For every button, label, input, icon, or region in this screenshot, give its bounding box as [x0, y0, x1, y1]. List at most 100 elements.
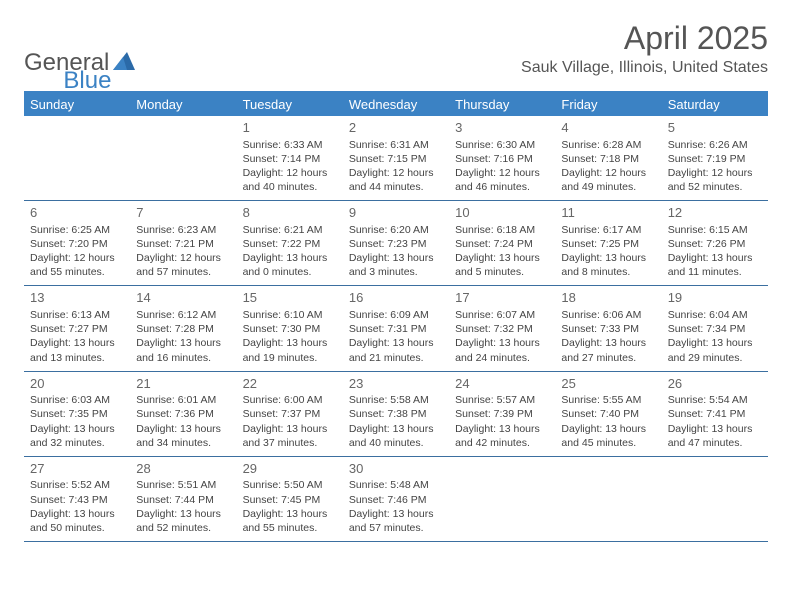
sunset-line: Sunset: 7:16 PM — [455, 152, 549, 166]
header: General Blue April 2025 Sauk Village, Il… — [24, 20, 768, 77]
calendar-cell: 6Sunrise: 6:25 AMSunset: 7:20 PMDaylight… — [24, 201, 130, 285]
calendar-cell-empty — [24, 116, 130, 200]
day-header: Monday — [130, 93, 236, 116]
sunrise-line: Sunrise: 6:06 AM — [561, 308, 655, 322]
day-number: 2 — [349, 119, 443, 137]
calendar-week: 6Sunrise: 6:25 AMSunset: 7:20 PMDaylight… — [24, 201, 768, 286]
sunrise-line: Sunrise: 5:52 AM — [30, 478, 124, 492]
day-number: 16 — [349, 289, 443, 307]
day-number: 29 — [243, 460, 337, 478]
calendar-cell: 15Sunrise: 6:10 AMSunset: 7:30 PMDayligh… — [237, 286, 343, 370]
day-number: 27 — [30, 460, 124, 478]
sunrise-line: Sunrise: 6:23 AM — [136, 223, 230, 237]
sunrise-line: Sunrise: 6:33 AM — [243, 138, 337, 152]
sunrise-line: Sunrise: 6:28 AM — [561, 138, 655, 152]
day-header: Thursday — [449, 93, 555, 116]
calendar-cell: 21Sunrise: 6:01 AMSunset: 7:36 PMDayligh… — [130, 372, 236, 456]
day-header: Saturday — [662, 93, 768, 116]
day-number: 25 — [561, 375, 655, 393]
sunrise-line: Sunrise: 6:00 AM — [243, 393, 337, 407]
calendar-cell-empty — [130, 116, 236, 200]
sunset-line: Sunset: 7:26 PM — [668, 237, 762, 251]
sunset-line: Sunset: 7:30 PM — [243, 322, 337, 336]
day-number: 6 — [30, 204, 124, 222]
day-number: 14 — [136, 289, 230, 307]
sunset-line: Sunset: 7:43 PM — [30, 493, 124, 507]
sunset-line: Sunset: 7:25 PM — [561, 237, 655, 251]
calendar-cell: 28Sunrise: 5:51 AMSunset: 7:44 PMDayligh… — [130, 457, 236, 541]
sunrise-line: Sunrise: 6:10 AM — [243, 308, 337, 322]
sunset-line: Sunset: 7:24 PM — [455, 237, 549, 251]
calendar-cell: 25Sunrise: 5:55 AMSunset: 7:40 PMDayligh… — [555, 372, 661, 456]
day-headers-row: SundayMondayTuesdayWednesdayThursdayFrid… — [24, 93, 768, 116]
sunrise-line: Sunrise: 6:01 AM — [136, 393, 230, 407]
calendar-cell-empty — [449, 457, 555, 541]
daylight-line: Daylight: 12 hours and 44 minutes. — [349, 166, 443, 194]
sunset-line: Sunset: 7:41 PM — [668, 407, 762, 421]
sunrise-line: Sunrise: 6:15 AM — [668, 223, 762, 237]
daylight-line: Daylight: 13 hours and 3 minutes. — [349, 251, 443, 279]
sunrise-line: Sunrise: 5:50 AM — [243, 478, 337, 492]
calendar-cell: 4Sunrise: 6:28 AMSunset: 7:18 PMDaylight… — [555, 116, 661, 200]
daylight-line: Daylight: 13 hours and 40 minutes. — [349, 422, 443, 450]
sunrise-line: Sunrise: 6:17 AM — [561, 223, 655, 237]
daylight-line: Daylight: 13 hours and 29 minutes. — [668, 336, 762, 364]
sunrise-line: Sunrise: 6:18 AM — [455, 223, 549, 237]
sunrise-line: Sunrise: 6:26 AM — [668, 138, 762, 152]
day-number: 9 — [349, 204, 443, 222]
calendar-cell: 20Sunrise: 6:03 AMSunset: 7:35 PMDayligh… — [24, 372, 130, 456]
day-number: 11 — [561, 204, 655, 222]
calendar-week: 13Sunrise: 6:13 AMSunset: 7:27 PMDayligh… — [24, 286, 768, 371]
day-number: 15 — [243, 289, 337, 307]
calendar-cell: 26Sunrise: 5:54 AMSunset: 7:41 PMDayligh… — [662, 372, 768, 456]
sunset-line: Sunset: 7:34 PM — [668, 322, 762, 336]
daylight-line: Daylight: 13 hours and 47 minutes. — [668, 422, 762, 450]
sunset-line: Sunset: 7:35 PM — [30, 407, 124, 421]
daylight-line: Daylight: 13 hours and 24 minutes. — [455, 336, 549, 364]
sunset-line: Sunset: 7:36 PM — [136, 407, 230, 421]
calendar-cell: 11Sunrise: 6:17 AMSunset: 7:25 PMDayligh… — [555, 201, 661, 285]
calendar-cell: 13Sunrise: 6:13 AMSunset: 7:27 PMDayligh… — [24, 286, 130, 370]
day-header: Friday — [555, 93, 661, 116]
sunset-line: Sunset: 7:46 PM — [349, 493, 443, 507]
day-number: 30 — [349, 460, 443, 478]
daylight-line: Daylight: 12 hours and 46 minutes. — [455, 166, 549, 194]
calendar-body: 1Sunrise: 6:33 AMSunset: 7:14 PMDaylight… — [24, 116, 768, 542]
daylight-line: Daylight: 13 hours and 52 minutes. — [136, 507, 230, 535]
calendar-cell: 5Sunrise: 6:26 AMSunset: 7:19 PMDaylight… — [662, 116, 768, 200]
calendar-cell: 10Sunrise: 6:18 AMSunset: 7:24 PMDayligh… — [449, 201, 555, 285]
calendar-cell: 9Sunrise: 6:20 AMSunset: 7:23 PMDaylight… — [343, 201, 449, 285]
daylight-line: Daylight: 13 hours and 32 minutes. — [30, 422, 124, 450]
month-title: April 2025 — [521, 20, 768, 57]
day-number: 24 — [455, 375, 549, 393]
daylight-line: Daylight: 13 hours and 21 minutes. — [349, 336, 443, 364]
sunset-line: Sunset: 7:21 PM — [136, 237, 230, 251]
day-number: 4 — [561, 119, 655, 137]
calendar-cell: 30Sunrise: 5:48 AMSunset: 7:46 PMDayligh… — [343, 457, 449, 541]
calendar-cell: 2Sunrise: 6:31 AMSunset: 7:15 PMDaylight… — [343, 116, 449, 200]
day-number: 20 — [30, 375, 124, 393]
sunrise-line: Sunrise: 6:30 AM — [455, 138, 549, 152]
daylight-line: Daylight: 13 hours and 45 minutes. — [561, 422, 655, 450]
daylight-line: Daylight: 13 hours and 19 minutes. — [243, 336, 337, 364]
daylight-line: Daylight: 13 hours and 16 minutes. — [136, 336, 230, 364]
daylight-line: Daylight: 12 hours and 52 minutes. — [668, 166, 762, 194]
sunset-line: Sunset: 7:14 PM — [243, 152, 337, 166]
sunrise-line: Sunrise: 5:58 AM — [349, 393, 443, 407]
day-number: 5 — [668, 119, 762, 137]
calendar-cell: 29Sunrise: 5:50 AMSunset: 7:45 PMDayligh… — [237, 457, 343, 541]
sunset-line: Sunset: 7:28 PM — [136, 322, 230, 336]
day-header: Sunday — [24, 93, 130, 116]
calendar-cell: 24Sunrise: 5:57 AMSunset: 7:39 PMDayligh… — [449, 372, 555, 456]
day-number: 28 — [136, 460, 230, 478]
calendar-cell: 7Sunrise: 6:23 AMSunset: 7:21 PMDaylight… — [130, 201, 236, 285]
day-header: Wednesday — [343, 93, 449, 116]
sunrise-line: Sunrise: 5:54 AM — [668, 393, 762, 407]
day-number: 21 — [136, 375, 230, 393]
calendar: SundayMondayTuesdayWednesdayThursdayFrid… — [24, 91, 768, 542]
sunrise-line: Sunrise: 5:55 AM — [561, 393, 655, 407]
sunset-line: Sunset: 7:22 PM — [243, 237, 337, 251]
daylight-line: Daylight: 13 hours and 11 minutes. — [668, 251, 762, 279]
sunset-line: Sunset: 7:44 PM — [136, 493, 230, 507]
calendar-cell: 19Sunrise: 6:04 AMSunset: 7:34 PMDayligh… — [662, 286, 768, 370]
